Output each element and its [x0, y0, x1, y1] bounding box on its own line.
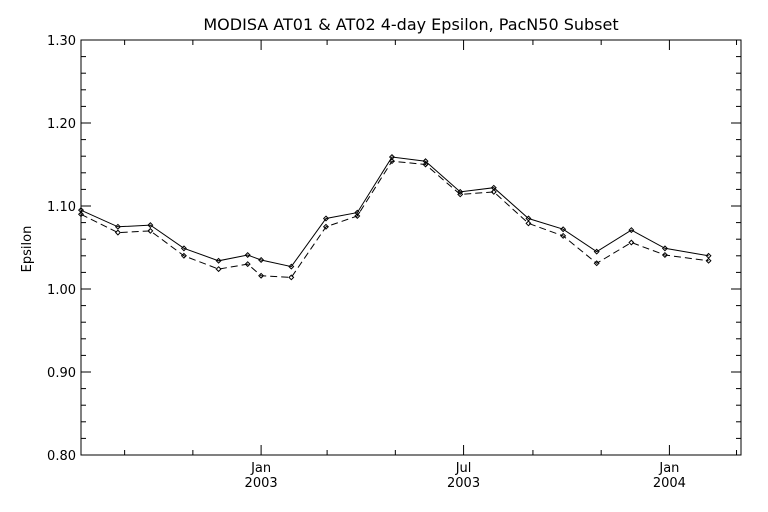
x-tick-label-month: Jul: [455, 461, 472, 476]
data-point-marker: [661, 251, 668, 258]
data-point-marker: [147, 222, 154, 229]
data-point-marker: [388, 158, 395, 165]
series-line-dashed: [80, 160, 709, 278]
data-point-marker: [560, 232, 567, 239]
data-point-marker: [114, 229, 121, 236]
series-layer: [77, 154, 712, 281]
data-point-marker: [354, 209, 361, 216]
data-point-marker: [525, 220, 532, 227]
data-point-marker: [77, 211, 85, 218]
y-tick-label: 0.80: [47, 449, 76, 464]
data-point-marker: [705, 257, 712, 264]
y-tick-label: 1.00: [47, 283, 76, 298]
y-axis-label: Epsilon: [20, 226, 35, 273]
data-point-marker: [288, 263, 295, 270]
data-point-marker: [560, 226, 567, 233]
data-point-marker: [288, 274, 295, 281]
x-tick-label-year: 2004: [653, 476, 686, 491]
data-point-marker: [258, 256, 265, 263]
plot-frame: [80, 39, 742, 456]
data-point-marker: [215, 266, 222, 273]
data-point-marker: [628, 239, 635, 246]
series-dashed: [77, 158, 712, 281]
data-point-marker: [215, 257, 222, 264]
data-point-marker: [628, 227, 635, 234]
y-tick-label: 1.20: [47, 117, 76, 132]
x-tick-label-month: Jan: [250, 461, 271, 476]
y-tick-label: 1.10: [47, 200, 76, 215]
data-point-marker: [593, 260, 600, 267]
data-point-marker: [322, 215, 329, 222]
y-axis: 0.80 0.90 1.00 1.10 1.20 1.30: [47, 34, 741, 464]
series-line-solid: [80, 156, 709, 268]
data-point-marker: [244, 261, 251, 268]
data-point-marker: [593, 248, 600, 255]
x-tick-label-year: 2003: [447, 476, 480, 491]
data-point-marker: [457, 191, 464, 198]
data-point-marker: [490, 188, 497, 195]
data-point-marker: [258, 272, 265, 279]
x-tick-label-month: Jan: [658, 461, 679, 476]
data-point-marker: [422, 158, 429, 165]
data-point-marker: [661, 245, 668, 252]
chart-title: MODISA AT01 & AT02 4-day Epsilon, PacN50…: [203, 15, 618, 34]
data-point-marker: [244, 251, 251, 258]
data-point-marker: [322, 223, 329, 230]
x-tick-label-year: 2003: [245, 476, 278, 491]
data-point-marker: [354, 212, 361, 219]
data-point-marker: [147, 227, 154, 234]
data-point-marker: [180, 245, 187, 252]
data-point-marker: [180, 252, 187, 259]
data-point-marker: [422, 161, 429, 168]
y-tick-label: 0.90: [47, 366, 76, 381]
y-tick-label: 1.30: [47, 34, 76, 49]
data-point-marker: [114, 223, 121, 230]
